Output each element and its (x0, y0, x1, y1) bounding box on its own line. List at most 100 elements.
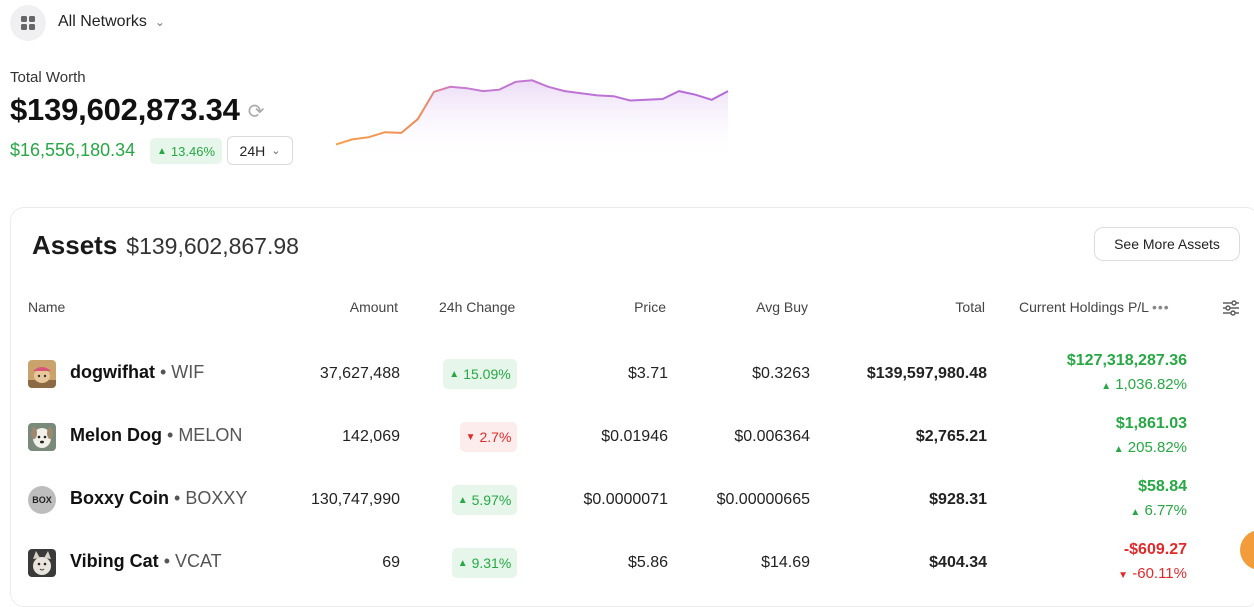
triangle-up-icon: ▲ (457, 557, 468, 569)
asset-name: Melon Dog • MELON (70, 425, 243, 445)
asset-pl-pct: ▲ 1,036.82% (1067, 376, 1187, 393)
triangle-up-icon: ▲ (1130, 507, 1141, 518)
asset-total: $404.34 (929, 554, 987, 571)
asset-total: $2,765.21 (915, 428, 987, 445)
dogwifhat-token-icon (28, 360, 56, 388)
chevron-down-icon: ⌄ (154, 15, 165, 29)
table-row[interactable]: dogwifhat • WIF 37,627,488 ▲ 15.09% $3.7… (11, 344, 1254, 404)
asset-symbol: MELON (178, 425, 243, 445)
network-selector[interactable]: All Networks ⌄ (58, 13, 165, 31)
asset-24h-change-value: 5.97% (471, 492, 512, 508)
asset-pl-pct: ▲ 6.77% (1130, 502, 1187, 519)
melon-dog-token-icon (28, 423, 56, 451)
asset-avg-buy: $0.006364 (734, 428, 810, 445)
asset-amount: 142,069 (342, 428, 400, 445)
triangle-up-icon: ▲ (157, 145, 167, 157)
asset-amount: 130,747,990 (311, 491, 400, 508)
triangle-up-icon: ▲ (457, 494, 468, 506)
asset-pl-value: $127,318,287.36 (1066, 352, 1187, 369)
asset-price: $0.0000071 (583, 491, 668, 508)
table-row[interactable]: Vibing Cat • VCAT 69 ▲ 9.31% $5.86 $14.6… (11, 533, 1254, 593)
asset-avg-buy: $0.00000665 (716, 491, 810, 508)
asset-24h-change: ▼ 2.7% (460, 422, 517, 452)
asset-amount: 69 (382, 554, 400, 571)
asset-pl-pct: ▼ -60.11% (1118, 565, 1187, 582)
sparkline-line (335, 79, 729, 146)
asset-price: $5.86 (627, 554, 668, 571)
see-more-assets-button[interactable]: See More Assets (1094, 227, 1240, 261)
vibing-cat-token-icon (28, 549, 56, 577)
asset-pl-pct: ▲ 205.82% (1114, 439, 1187, 456)
asset-pl-pct-value: 6.77% (1144, 502, 1187, 519)
column-header-avg-buy[interactable]: Avg Buy (756, 299, 808, 315)
period-label: 24H (239, 142, 266, 159)
asset-pl: $1,861.03 ▲ 205.82% (1114, 415, 1187, 456)
asset-pl: $58.84 ▲ 6.77% (1130, 478, 1187, 519)
boxxy-token-icon: BOX (28, 486, 56, 514)
triangle-up-icon: ▲ (1113, 444, 1124, 455)
boxxy-icon-text: BOX (32, 495, 52, 505)
triangle-down-icon: ▼ (465, 431, 476, 443)
asset-name: Boxxy Coin • BOXXY (70, 488, 248, 508)
floating-action-button[interactable] (1240, 530, 1254, 570)
asset-price: $0.01946 (601, 428, 668, 445)
total-worth-label: Total Worth (10, 69, 86, 86)
asset-name-label: dogwifhat (70, 362, 155, 382)
asset-name-label: Boxxy Coin (70, 488, 170, 508)
sparkline-fill (336, 80, 728, 160)
column-header-total[interactable]: Total (955, 299, 985, 315)
total-worth-value-wrap: $139,602,873.34 ⟳ (10, 92, 264, 128)
asset-symbol: VCAT (175, 551, 222, 571)
asset-pl-value: $1,861.03 (1115, 415, 1187, 432)
asset-24h-change-value: 9.31% (471, 555, 512, 571)
asset-avg-buy: $0.3263 (752, 365, 810, 382)
asset-24h-change: ▲ 15.09% (443, 359, 517, 389)
total-worth-value: $139,602,873.34 (10, 92, 240, 127)
column-header-pl-label: Current Holdings P/L (1019, 299, 1149, 315)
asset-pl-value: $58.84 (1138, 478, 1187, 495)
column-header-pl[interactable]: Current Holdings P/L ••• (1019, 299, 1170, 315)
asset-pl-pct-value: 205.82% (1127, 439, 1187, 456)
asset-avg-buy: $14.69 (761, 554, 810, 571)
column-header-amount[interactable]: Amount (349, 299, 398, 315)
asset-name: Vibing Cat • VCAT (70, 551, 222, 571)
assets-card: Assets $139,602,867.98 See More Assets N… (10, 207, 1254, 607)
total-worth-change: $16,556,180.34 (10, 140, 136, 160)
table-row[interactable]: BOX Boxxy Coin • BOXXY 130,747,990 ▲ 5.9… (11, 470, 1254, 530)
asset-amount: 37,627,488 (319, 365, 400, 382)
asset-symbol: WIF (171, 362, 205, 382)
chevron-down-icon: ⌄ (271, 145, 281, 157)
asset-pl-pct-value: 1,036.82% (1115, 376, 1187, 393)
asset-total: $928.31 (929, 491, 987, 508)
asset-name: dogwifhat • WIF (70, 362, 205, 382)
asset-24h-change: ▲ 5.97% (452, 485, 517, 515)
asset-24h-change: ▲ 9.31% (452, 548, 517, 578)
total-worth-change-pct: 13.46% (170, 143, 215, 159)
asset-24h-change-value: 15.09% (463, 366, 511, 382)
total-worth-change-badge: ▲ 13.46% (150, 138, 222, 164)
more-dots-icon[interactable]: ••• (1151, 299, 1170, 315)
asset-price: $3.71 (627, 365, 668, 382)
asset-pl: -$609.27 ▼ -60.11% (1118, 541, 1187, 582)
grid-icon (21, 16, 35, 30)
asset-pl: $127,318,287.36 ▲ 1,036.82% (1067, 352, 1187, 393)
asset-pl-value: -$609.27 (1123, 541, 1187, 558)
asset-24h-change-value: 2.7% (479, 429, 512, 445)
column-header-24h-change[interactable]: 24h Change (439, 299, 516, 315)
column-header-price[interactable]: Price (634, 299, 666, 315)
triangle-down-icon: ▼ (1118, 570, 1129, 581)
asset-symbol: BOXXY (185, 488, 248, 508)
refresh-icon[interactable]: ⟳ (247, 100, 265, 123)
period-selector[interactable]: 24H ⌄ (227, 136, 293, 165)
asset-total: $139,597,980.48 (866, 365, 987, 382)
assets-title: Assets (32, 230, 118, 260)
assets-total: $139,602,867.98 (126, 233, 299, 259)
asset-pl-pct-value: -60.11% (1132, 565, 1187, 582)
networks-grid-button[interactable] (10, 5, 46, 41)
asset-name-label: Melon Dog (70, 425, 162, 445)
triangle-up-icon: ▲ (1101, 381, 1112, 392)
column-header-name[interactable]: Name (28, 299, 66, 315)
table-row[interactable]: Melon Dog • MELON 142,069 ▼ 2.7% $0.0194… (11, 407, 1254, 467)
filter-settings-icon[interactable] (1221, 298, 1241, 318)
worth-sparkline (335, 79, 729, 160)
